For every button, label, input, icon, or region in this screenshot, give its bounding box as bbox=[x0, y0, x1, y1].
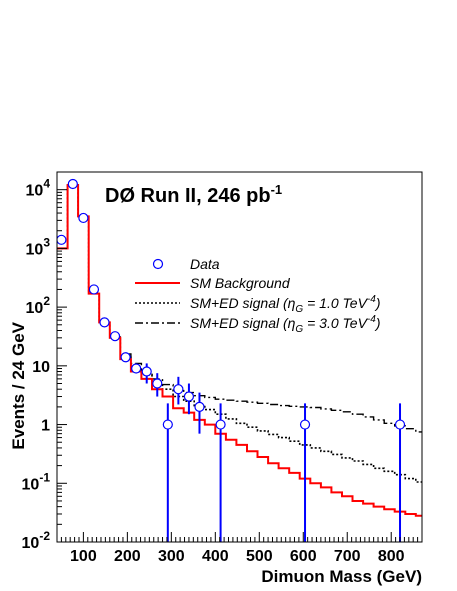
data-point-12 bbox=[183, 391, 195, 402]
x-tick-label: 100 bbox=[70, 548, 97, 565]
series-sm-line bbox=[57, 184, 422, 517]
data-point-16 bbox=[394, 419, 406, 430]
plot-area bbox=[57, 178, 422, 542]
y-tick-label: 10-2 bbox=[22, 529, 51, 552]
series-layer bbox=[57, 184, 422, 517]
legend-data-marker bbox=[152, 258, 164, 270]
data-point-5 bbox=[109, 331, 121, 342]
x-axis-title: Dimuon Mass (GeV) bbox=[261, 567, 422, 586]
x-tick-label: 300 bbox=[158, 548, 185, 565]
x-tick-label: 200 bbox=[114, 548, 141, 565]
series-ed3-line bbox=[57, 184, 422, 433]
y-tick-label: 1 bbox=[41, 418, 50, 435]
data-point-9 bbox=[152, 378, 163, 389]
x-tick-label: 400 bbox=[202, 548, 229, 565]
x-tick-label: 700 bbox=[334, 548, 361, 565]
y-axis-title: Events / 24 GeV bbox=[9, 321, 28, 449]
data-point-6 bbox=[120, 352, 131, 363]
data-point-10 bbox=[162, 419, 173, 430]
y-tick-label: 10 bbox=[32, 359, 50, 376]
legend: Data SM Background SM+ED signal (ηG = 1.… bbox=[135, 256, 380, 335]
y-tick-label: 104 bbox=[26, 177, 51, 200]
y-axis: 10-2 10-1 1 10 102 103 104 bbox=[22, 171, 67, 552]
legend-ed1-label: SM+ED signal (ηG = 1.0 TeV-4) bbox=[190, 294, 380, 315]
y-tick-label: 10-1 bbox=[22, 470, 51, 493]
x-tick-label: 800 bbox=[378, 548, 405, 565]
data-layer bbox=[57, 178, 406, 542]
legend-sm-label: SM Background bbox=[190, 275, 291, 291]
data-point-4 bbox=[99, 317, 110, 328]
data-point-2 bbox=[78, 212, 89, 224]
data-point-3 bbox=[88, 284, 100, 295]
data-point-7 bbox=[131, 363, 142, 374]
legend-data-label: Data bbox=[190, 256, 220, 272]
legend-ed3-label: SM+ED signal (ηG = 3.0 TeV-4) bbox=[190, 314, 380, 335]
x-tick-label: 600 bbox=[290, 548, 317, 565]
data-point-15 bbox=[299, 419, 311, 430]
x-axis: 100 200 300 400 500 600 700 800 bbox=[60, 532, 419, 565]
y-tick-label: 102 bbox=[26, 294, 51, 317]
y-tick-label: 103 bbox=[26, 235, 51, 258]
x-tick-label: 500 bbox=[246, 548, 273, 565]
data-point-8 bbox=[141, 366, 152, 377]
data-point-14 bbox=[215, 419, 226, 430]
data-point-1 bbox=[67, 178, 78, 190]
plot-frame bbox=[56, 171, 423, 543]
data-point-11 bbox=[173, 384, 184, 395]
chart-title: DØ Run II, 246 pb-1 bbox=[105, 182, 282, 207]
data-point-13 bbox=[194, 401, 205, 412]
data-point-0 bbox=[57, 234, 67, 245]
